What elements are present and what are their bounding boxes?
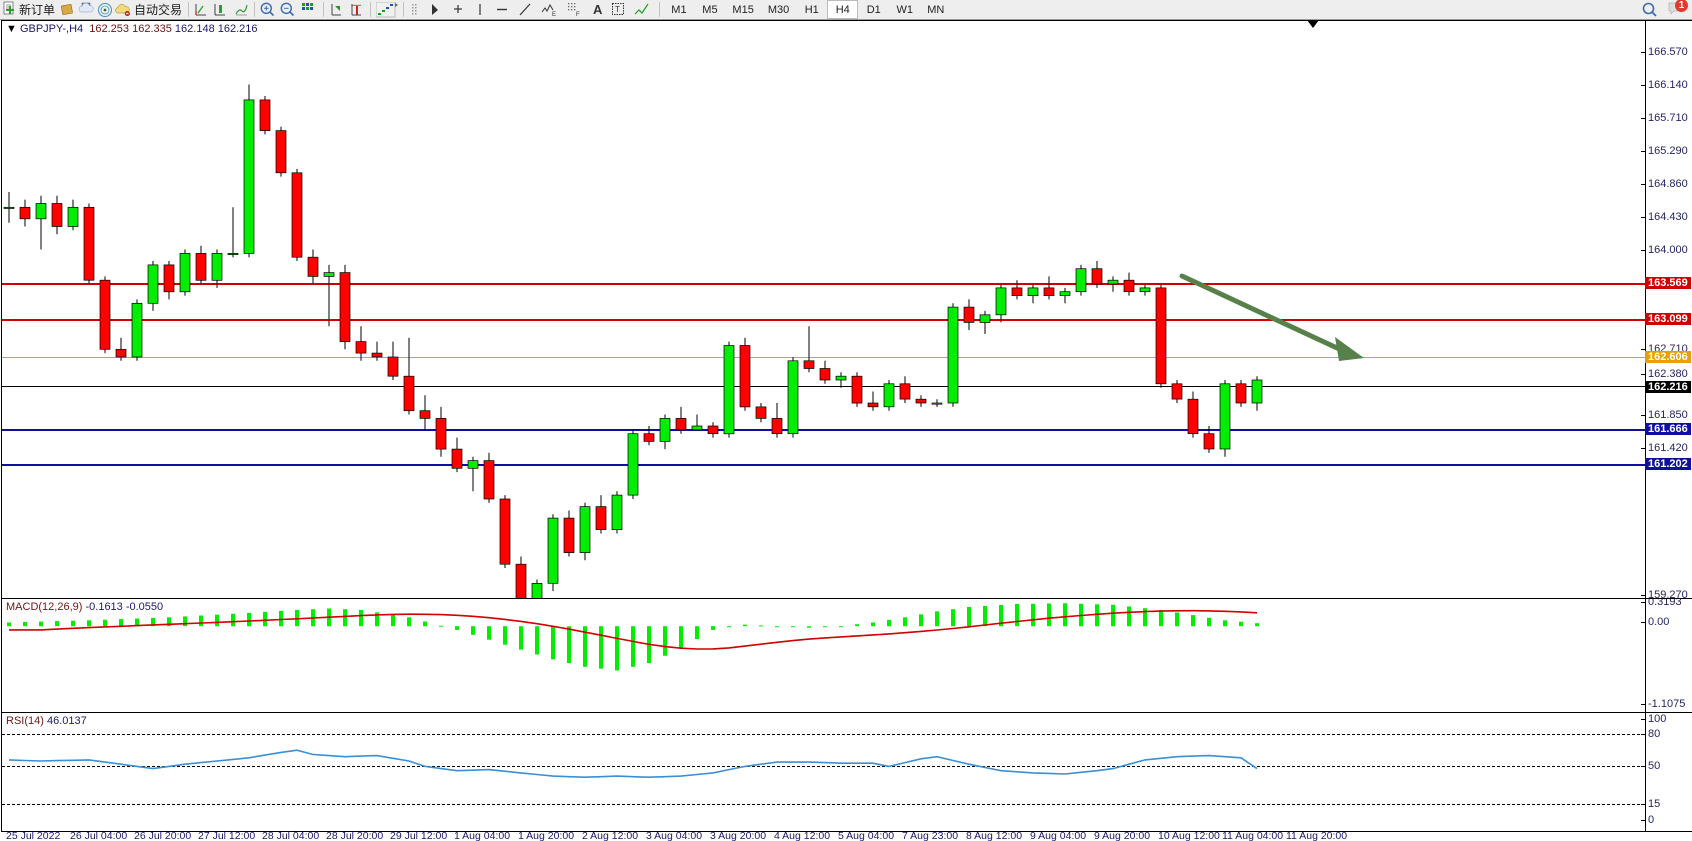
svg-text:E: E (552, 12, 556, 17)
svg-text:F: F (576, 12, 580, 17)
svg-text:T: T (615, 5, 620, 14)
